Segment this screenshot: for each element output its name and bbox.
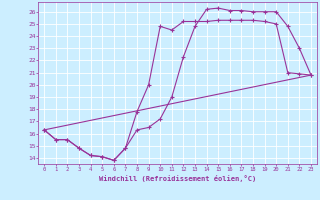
X-axis label: Windchill (Refroidissement éolien,°C): Windchill (Refroidissement éolien,°C) xyxy=(99,175,256,182)
